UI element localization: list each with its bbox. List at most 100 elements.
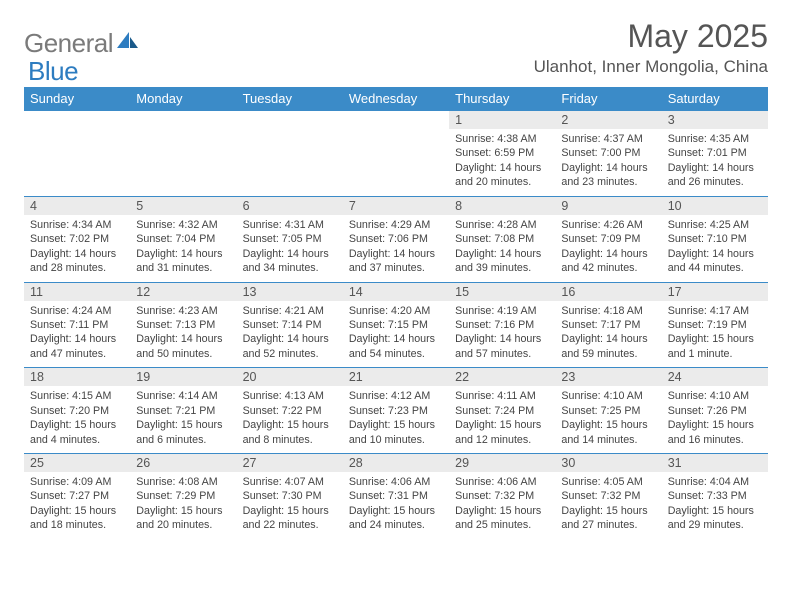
- day-number-row: 123: [24, 111, 768, 130]
- sunset-line: Sunset: 7:32 PM: [561, 489, 655, 503]
- sunset-line: Sunset: 7:13 PM: [136, 318, 230, 332]
- day-detail-cell: Sunrise: 4:34 AMSunset: 7:02 PMDaylight:…: [24, 215, 130, 282]
- sunset-line: Sunset: 7:04 PM: [136, 232, 230, 246]
- day-number-cell: 7: [343, 196, 449, 215]
- day-header: Thursday: [449, 87, 555, 111]
- sunrise-line: Sunrise: 4:10 AM: [668, 389, 762, 403]
- day-detail-cell: Sunrise: 4:26 AMSunset: 7:09 PMDaylight:…: [555, 215, 661, 282]
- day-detail-cell: Sunrise: 4:14 AMSunset: 7:21 PMDaylight:…: [130, 386, 236, 453]
- sunrise-line: Sunrise: 4:07 AM: [243, 475, 337, 489]
- day-number-cell: [237, 111, 343, 130]
- sunrise-line: Sunrise: 4:37 AM: [561, 132, 655, 146]
- sunrise-line: Sunrise: 4:21 AM: [243, 304, 337, 318]
- day-detail-cell: Sunrise: 4:38 AMSunset: 6:59 PMDaylight:…: [449, 129, 555, 196]
- day-header: Saturday: [662, 87, 768, 111]
- daylight-line: Daylight: 14 hours and 54 minutes.: [349, 332, 443, 361]
- day-number-cell: 15: [449, 282, 555, 301]
- day-number-cell: 2: [555, 111, 661, 130]
- calendar-head: SundayMondayTuesdayWednesdayThursdayFrid…: [24, 87, 768, 111]
- sunrise-line: Sunrise: 4:25 AM: [668, 218, 762, 232]
- day-detail-cell: [24, 129, 130, 196]
- sunset-line: Sunset: 7:08 PM: [455, 232, 549, 246]
- header: General May 2025 Ulanhot, Inner Mongolia…: [24, 18, 768, 77]
- daylight-line: Daylight: 14 hours and 31 minutes.: [136, 247, 230, 276]
- sunrise-line: Sunrise: 4:32 AM: [136, 218, 230, 232]
- daylight-line: Daylight: 14 hours and 47 minutes.: [30, 332, 124, 361]
- daylight-line: Daylight: 14 hours and 20 minutes.: [455, 161, 549, 190]
- sunrise-line: Sunrise: 4:06 AM: [349, 475, 443, 489]
- sunrise-line: Sunrise: 4:26 AM: [561, 218, 655, 232]
- day-detail-cell: [130, 129, 236, 196]
- day-detail-cell: [343, 129, 449, 196]
- sunset-line: Sunset: 7:06 PM: [349, 232, 443, 246]
- day-number-cell: 12: [130, 282, 236, 301]
- day-detail-cell: Sunrise: 4:12 AMSunset: 7:23 PMDaylight:…: [343, 386, 449, 453]
- sunrise-line: Sunrise: 4:24 AM: [30, 304, 124, 318]
- day-number-cell: 8: [449, 196, 555, 215]
- calendar-table: SundayMondayTuesdayWednesdayThursdayFrid…: [24, 87, 768, 539]
- day-number-cell: [343, 111, 449, 130]
- title-block: May 2025 Ulanhot, Inner Mongolia, China: [534, 18, 768, 77]
- day-number-cell: 24: [662, 368, 768, 387]
- sunset-line: Sunset: 7:24 PM: [455, 404, 549, 418]
- day-number-row: 45678910: [24, 196, 768, 215]
- day-number-row: 18192021222324: [24, 368, 768, 387]
- day-number-cell: 31: [662, 454, 768, 473]
- sunset-line: Sunset: 7:20 PM: [30, 404, 124, 418]
- sunrise-line: Sunrise: 4:05 AM: [561, 475, 655, 489]
- sunset-line: Sunset: 7:01 PM: [668, 146, 762, 160]
- sunset-line: Sunset: 7:30 PM: [243, 489, 337, 503]
- sunrise-line: Sunrise: 4:13 AM: [243, 389, 337, 403]
- sunset-line: Sunset: 7:16 PM: [455, 318, 549, 332]
- day-detail-cell: Sunrise: 4:05 AMSunset: 7:32 PMDaylight:…: [555, 472, 661, 539]
- day-detail-cell: Sunrise: 4:07 AMSunset: 7:30 PMDaylight:…: [237, 472, 343, 539]
- daylight-line: Daylight: 14 hours and 57 minutes.: [455, 332, 549, 361]
- day-detail-row: Sunrise: 4:38 AMSunset: 6:59 PMDaylight:…: [24, 129, 768, 196]
- day-detail-cell: Sunrise: 4:04 AMSunset: 7:33 PMDaylight:…: [662, 472, 768, 539]
- sunrise-line: Sunrise: 4:12 AM: [349, 389, 443, 403]
- sunset-line: Sunset: 7:09 PM: [561, 232, 655, 246]
- day-number-cell: 22: [449, 368, 555, 387]
- day-number-cell: 16: [555, 282, 661, 301]
- sunset-line: Sunset: 7:29 PM: [136, 489, 230, 503]
- day-header: Sunday: [24, 87, 130, 111]
- logo-text-blue: Blue: [28, 56, 78, 86]
- day-detail-cell: Sunrise: 4:08 AMSunset: 7:29 PMDaylight:…: [130, 472, 236, 539]
- day-detail-row: Sunrise: 4:15 AMSunset: 7:20 PMDaylight:…: [24, 386, 768, 453]
- day-detail-cell: Sunrise: 4:10 AMSunset: 7:26 PMDaylight:…: [662, 386, 768, 453]
- day-detail-cell: Sunrise: 4:19 AMSunset: 7:16 PMDaylight:…: [449, 301, 555, 368]
- day-number-cell: 5: [130, 196, 236, 215]
- day-detail-cell: Sunrise: 4:10 AMSunset: 7:25 PMDaylight:…: [555, 386, 661, 453]
- day-detail-cell: Sunrise: 4:28 AMSunset: 7:08 PMDaylight:…: [449, 215, 555, 282]
- sunset-line: Sunset: 7:23 PM: [349, 404, 443, 418]
- day-detail-cell: Sunrise: 4:18 AMSunset: 7:17 PMDaylight:…: [555, 301, 661, 368]
- location-subtitle: Ulanhot, Inner Mongolia, China: [534, 57, 768, 77]
- sunset-line: Sunset: 7:27 PM: [30, 489, 124, 503]
- sunrise-line: Sunrise: 4:34 AM: [30, 218, 124, 232]
- daylight-line: Daylight: 14 hours and 23 minutes.: [561, 161, 655, 190]
- day-number-cell: 29: [449, 454, 555, 473]
- sunrise-line: Sunrise: 4:08 AM: [136, 475, 230, 489]
- sunrise-line: Sunrise: 4:19 AM: [455, 304, 549, 318]
- day-number-cell: 30: [555, 454, 661, 473]
- sunrise-line: Sunrise: 4:06 AM: [455, 475, 549, 489]
- sunset-line: Sunset: 7:00 PM: [561, 146, 655, 160]
- daylight-line: Daylight: 15 hours and 29 minutes.: [668, 504, 762, 533]
- daylight-line: Daylight: 15 hours and 25 minutes.: [455, 504, 549, 533]
- daylight-line: Daylight: 14 hours and 28 minutes.: [30, 247, 124, 276]
- day-number-cell: 13: [237, 282, 343, 301]
- day-detail-cell: Sunrise: 4:24 AMSunset: 7:11 PMDaylight:…: [24, 301, 130, 368]
- logo-blue-wrap: Blue: [28, 56, 78, 87]
- daylight-line: Daylight: 15 hours and 22 minutes.: [243, 504, 337, 533]
- day-detail-cell: Sunrise: 4:17 AMSunset: 7:19 PMDaylight:…: [662, 301, 768, 368]
- sunrise-line: Sunrise: 4:11 AM: [455, 389, 549, 403]
- sunset-line: Sunset: 7:02 PM: [30, 232, 124, 246]
- day-number-cell: 25: [24, 454, 130, 473]
- daylight-line: Daylight: 14 hours and 50 minutes.: [136, 332, 230, 361]
- daylight-line: Daylight: 14 hours and 26 minutes.: [668, 161, 762, 190]
- day-number-cell: 1: [449, 111, 555, 130]
- daylight-line: Daylight: 14 hours and 39 minutes.: [455, 247, 549, 276]
- day-detail-cell: Sunrise: 4:11 AMSunset: 7:24 PMDaylight:…: [449, 386, 555, 453]
- day-detail-row: Sunrise: 4:34 AMSunset: 7:02 PMDaylight:…: [24, 215, 768, 282]
- day-header-row: SundayMondayTuesdayWednesdayThursdayFrid…: [24, 87, 768, 111]
